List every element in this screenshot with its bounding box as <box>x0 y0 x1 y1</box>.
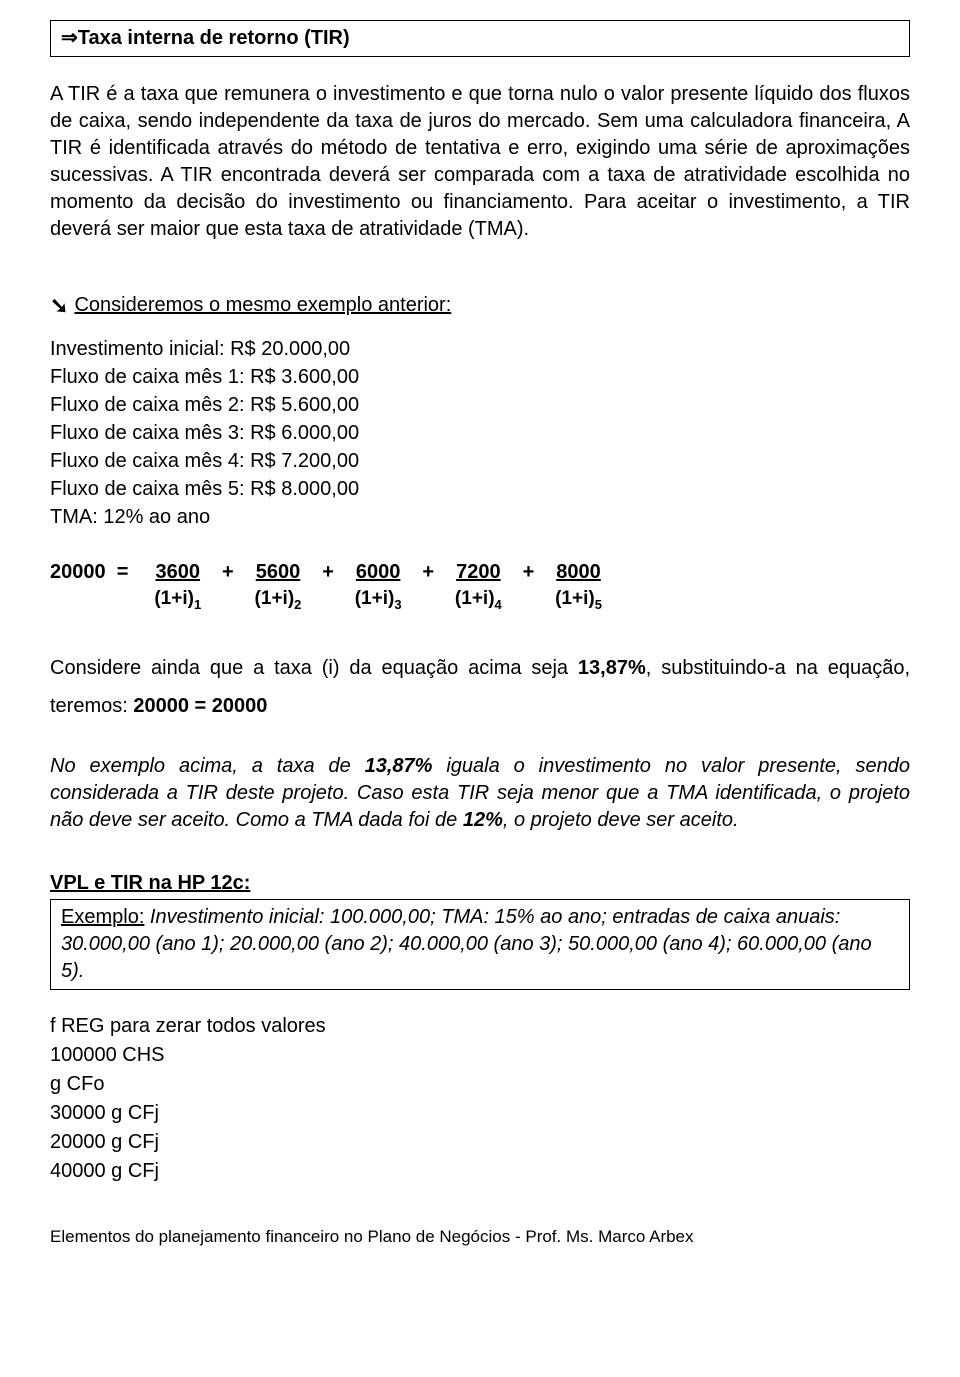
page-title: ⇒Taxa interna de retorno (TIR) <box>61 27 350 49</box>
input-fluxo-5: Fluxo de caixa mês 5: R$ 8.000,00 <box>50 475 910 503</box>
arrow-down-right-icon: ➘ <box>50 291 68 321</box>
eq-denominator: (1+i)3 <box>355 586 402 613</box>
equation-term-4: 7200 (1+i)4 <box>442 559 515 613</box>
hp12c-example-box: Exemplo: Investimento inicial: 100.000,0… <box>50 899 910 990</box>
cmd-line: 40000 g CFj <box>50 1157 910 1186</box>
consider-rate: 13,87% <box>578 657 646 679</box>
eq-numerator: 5600 <box>242 559 315 586</box>
input-investimento: Investimento inicial: R$ 20.000,00 <box>50 335 910 363</box>
equation-term-2: 5600 (1+i)2 <box>242 559 315 613</box>
eq-plus: + <box>316 559 340 586</box>
example-text: Investimento inicial: 100.000,00; TMA: 1… <box>61 906 872 982</box>
eq-denominator: (1+i)4 <box>455 586 502 613</box>
input-fluxo-4: Fluxo de caixa mês 4: R$ 7.200,00 <box>50 447 910 475</box>
eq-numerator: 8000 <box>542 559 615 586</box>
conclusion-paragraph: No exemplo acima, a taxa de 13,87% igual… <box>50 753 910 834</box>
eq-denominator: (1+i)5 <box>555 586 602 613</box>
section-lead: ➘ Consideremos o mesmo exemplo anterior: <box>50 291 910 321</box>
equation-lhs: 20000 = <box>50 559 140 586</box>
example-inputs: Investimento inicial: R$ 20.000,00 Fluxo… <box>50 335 910 531</box>
eq-numerator: 6000 <box>342 559 415 586</box>
input-fluxo-3: Fluxo de caixa mês 3: R$ 6.000,00 <box>50 419 910 447</box>
equation-term-5: 8000 (1+i)5 <box>542 559 615 613</box>
intro-paragraph: A TIR é a taxa que remunera o investimen… <box>50 81 910 243</box>
equation-term-1: 3600 (1+i)1 <box>142 559 215 613</box>
eq-denominator: (1+i)2 <box>255 586 302 613</box>
consider-result: 20000 = 20000 <box>133 695 267 717</box>
eq-denominator: (1+i)1 <box>154 586 201 613</box>
page-footer: Elementos do planejamento financeiro no … <box>50 1226 910 1249</box>
hp12c-commands: f REG para zerar todos valores 100000 CH… <box>50 1012 910 1186</box>
input-fluxo-1: Fluxo de caixa mês 1: R$ 3.600,00 <box>50 363 910 391</box>
vpl-tir-header: VPL e TIR na HP 12c: <box>50 870 910 897</box>
section-lead-text: Consideremos o mesmo exemplo anterior: <box>74 292 451 319</box>
cmd-line: 20000 g CFj <box>50 1128 910 1157</box>
cmd-line: 100000 CHS <box>50 1041 910 1070</box>
eq-numerator: 7200 <box>442 559 515 586</box>
cmd-line: g CFo <box>50 1070 910 1099</box>
consider-paragraph: Considere ainda que a taxa (i) da equaçã… <box>50 649 910 725</box>
tir-equation: 20000 = 3600 (1+i)1 + 5600 (1+i)2 + 6000… <box>50 559 910 613</box>
eq-plus: + <box>216 559 240 586</box>
input-tma: TMA: 12% ao ano <box>50 503 910 531</box>
eq-numerator: 3600 <box>142 559 215 586</box>
conclusion-rate: 13,87% <box>365 755 433 777</box>
eq-plus: + <box>517 559 541 586</box>
conclusion-tma: 12% <box>463 809 503 831</box>
example-label: Exemplo: <box>61 906 144 928</box>
eq-plus: + <box>416 559 440 586</box>
cmd-line: f REG para zerar todos valores <box>50 1012 910 1041</box>
input-fluxo-2: Fluxo de caixa mês 2: R$ 5.600,00 <box>50 391 910 419</box>
page-title-box: ⇒Taxa interna de retorno (TIR) <box>50 20 910 57</box>
equation-term-3: 6000 (1+i)3 <box>342 559 415 613</box>
cmd-line: 30000 g CFj <box>50 1099 910 1128</box>
